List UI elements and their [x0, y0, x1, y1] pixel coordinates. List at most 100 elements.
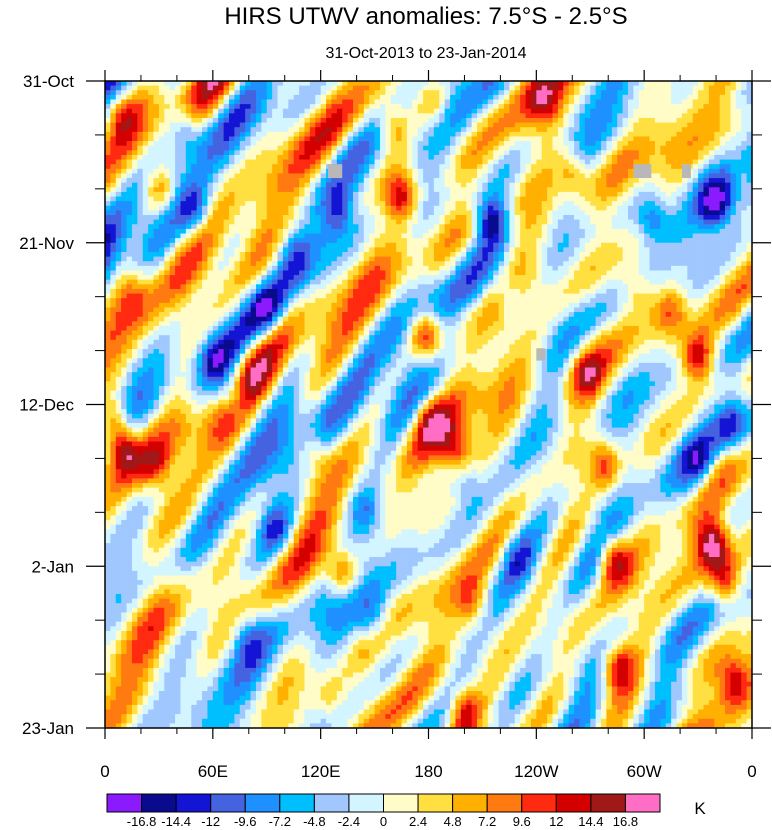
heatmap-cell [503, 85, 510, 91]
heatmap-cell [202, 164, 208, 170]
heatmap-cell [137, 117, 144, 123]
heatmap-cell [660, 85, 667, 91]
heatmap-cell [164, 224, 171, 230]
heatmap-cell [266, 85, 273, 91]
heatmap-cell [245, 251, 251, 257]
heatmap-cell [638, 215, 645, 220]
heatmap-cell [299, 164, 305, 170]
heatmap-cell [611, 81, 618, 86]
heatmap-cell [498, 85, 505, 91]
heatmap-cell [525, 261, 532, 267]
heatmap-cell [423, 228, 429, 234]
heatmap-cell [153, 85, 160, 91]
heatmap-cell [644, 205, 650, 211]
heatmap-cell [730, 108, 737, 114]
heatmap-cell [541, 178, 548, 184]
heatmap-cell [617, 90, 623, 96]
heatmap-cell [708, 85, 715, 91]
heatmap-cell [250, 131, 257, 137]
heatmap-cell [708, 168, 715, 174]
heatmap-cell [530, 233, 537, 239]
heatmap-cell [681, 228, 688, 234]
heatmap-cell [342, 219, 348, 225]
heatmap-cell [725, 251, 731, 257]
heatmap-cell [423, 168, 429, 174]
heatmap-cell [547, 90, 553, 96]
heatmap-cell [703, 201, 710, 207]
heatmap-cell [649, 261, 656, 267]
heatmap-cell [584, 168, 591, 174]
heatmap-cell [331, 113, 338, 119]
heatmap-cell [444, 233, 451, 239]
heatmap-cell [671, 238, 677, 244]
heatmap-cell [412, 90, 419, 96]
heatmap-cell [148, 127, 154, 133]
heatmap-cell [196, 154, 203, 160]
heatmap-cell [654, 159, 661, 165]
heatmap-cell [212, 228, 219, 234]
heatmap-cell [611, 256, 618, 262]
heatmap-cell [331, 270, 338, 276]
heatmap-cell [272, 122, 278, 128]
heatmap-cell [309, 117, 316, 123]
heatmap-cell [509, 219, 516, 225]
heatmap-cell [347, 104, 354, 110]
heatmap-cell [525, 182, 532, 188]
heatmap-cell [482, 251, 489, 257]
heatmap-cell [288, 219, 295, 225]
heatmap-cell [482, 182, 489, 188]
heatmap-cell [681, 94, 688, 100]
heatmap-cell [401, 117, 408, 123]
heatmap-cell [638, 219, 645, 225]
heatmap-cell [234, 117, 241, 123]
heatmap-cell [304, 168, 311, 174]
heatmap-cell [514, 108, 521, 114]
heatmap-cell [185, 228, 192, 234]
heatmap-cell [536, 122, 543, 128]
heatmap-cell [584, 205, 591, 211]
heatmap-cell [444, 113, 451, 119]
heatmap-cell [105, 108, 111, 114]
heatmap-cell [552, 145, 559, 151]
heatmap-cell [681, 187, 688, 193]
heatmap-cell [692, 261, 699, 267]
heatmap-cell [417, 113, 424, 119]
heatmap-cell [207, 127, 214, 133]
heatmap-cell [660, 117, 667, 123]
heatmap-cell [466, 228, 472, 234]
heatmap-cell [611, 94, 618, 100]
heatmap-cell [175, 201, 181, 207]
heatmap-cell [692, 141, 699, 147]
heatmap-cell [363, 150, 370, 156]
heatmap-cell [660, 242, 667, 248]
heatmap-cell [584, 242, 591, 248]
heatmap-cell [229, 270, 235, 276]
heatmap-cell [477, 187, 483, 193]
heatmap-cell [229, 154, 235, 160]
heatmap-cell [725, 164, 731, 170]
heatmap-cell [541, 136, 548, 142]
heatmap-cell [627, 136, 634, 142]
heatmap-cell [601, 242, 607, 248]
heatmap-cell [180, 90, 187, 96]
heatmap-cell [207, 99, 214, 105]
heatmap-cell [239, 215, 246, 220]
heatmap-cell [547, 196, 553, 202]
heatmap-cell [687, 94, 694, 100]
heatmap-cell [374, 127, 381, 133]
heatmap-cell [320, 136, 327, 142]
heatmap-cell [369, 168, 375, 174]
heatmap-cell [622, 247, 629, 253]
heatmap-cell [627, 164, 634, 170]
heatmap-cell [196, 85, 203, 91]
heatmap-cell [105, 173, 111, 179]
heatmap-cell [735, 117, 742, 123]
heatmap-cell [358, 173, 365, 179]
heatmap-cell [714, 238, 720, 244]
heatmap-cell [503, 99, 510, 105]
heatmap-cell [293, 256, 300, 262]
heatmap-cell [676, 99, 683, 105]
heatmap-cell [379, 256, 386, 262]
heatmap-cell [218, 191, 224, 197]
heatmap-cell [493, 113, 499, 119]
